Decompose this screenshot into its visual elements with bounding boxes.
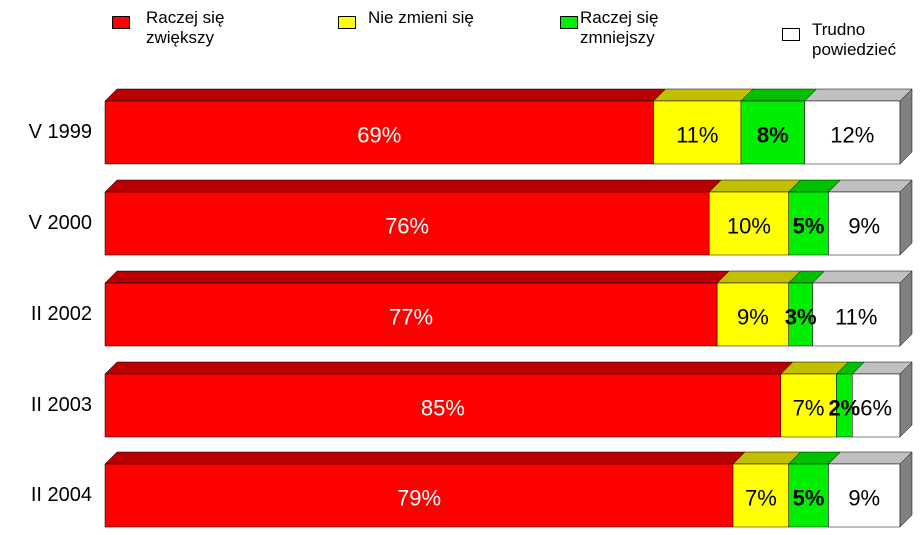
data-label: 85%: [421, 395, 465, 420]
bar: [852, 373, 901, 438]
bar-side: [899, 451, 913, 528]
data-label: 8%: [757, 122, 789, 147]
data-label: 79%: [397, 485, 441, 510]
data-label: 5%: [793, 213, 825, 238]
bar: [732, 463, 789, 528]
data-label: 11%: [676, 122, 718, 147]
data-label: 9%: [737, 304, 769, 329]
data-label: 77%: [389, 304, 433, 329]
data-label: 9%: [848, 485, 880, 510]
bar: [104, 100, 654, 165]
legend-swatch: [112, 16, 130, 29]
bar-top: [740, 88, 818, 102]
bar-top: [104, 88, 667, 102]
bar: [804, 100, 901, 165]
bar: [788, 191, 829, 256]
bar-top: [716, 270, 802, 284]
bar: [788, 463, 829, 528]
y-tick-label: II 2002: [31, 303, 92, 325]
bar-top: [827, 179, 913, 193]
bar: [653, 100, 742, 165]
legend-label: Raczej się zwiększy: [146, 8, 225, 47]
data-label: 2%: [828, 395, 860, 420]
data-label: 3%: [785, 304, 817, 329]
data-label: 5%: [793, 485, 825, 510]
legend-label: Nie zmieni się: [368, 8, 474, 27]
legend-swatch: [560, 16, 578, 29]
data-label: 6%: [860, 395, 892, 420]
bar: [716, 282, 789, 347]
bar: [828, 191, 901, 256]
data-label: 12%: [830, 122, 874, 147]
data-label: 69%: [357, 122, 401, 147]
bar-top: [803, 88, 913, 102]
data-label: 76%: [385, 213, 429, 238]
bar: [708, 191, 789, 256]
bar: [104, 282, 718, 347]
bar: [740, 100, 805, 165]
bar-top: [708, 179, 802, 193]
y-tick-label: V 2000: [29, 212, 92, 234]
bar-side: [899, 361, 913, 438]
bar-top: [104, 361, 794, 375]
data-label: 10%: [727, 213, 771, 238]
legend-label: Raczej się zmniejszy: [580, 8, 659, 47]
bar: [104, 463, 734, 528]
data-label: 7%: [745, 485, 777, 510]
bar: [104, 373, 781, 438]
bar: [780, 373, 837, 438]
y-tick-label: II 2003: [31, 394, 92, 416]
legend-swatch: [782, 28, 800, 41]
bar-top: [104, 270, 730, 284]
bar-top: [652, 88, 754, 102]
bar: [104, 191, 710, 256]
bar-top: [104, 451, 746, 465]
legend-swatch: [338, 16, 356, 29]
bar-top: [811, 270, 913, 284]
bar-side: [899, 88, 913, 165]
y-tick-label: II 2004: [31, 484, 92, 506]
bar-top: [104, 179, 722, 193]
bar-side: [899, 179, 913, 256]
legend-label: Trudno powiedzieć: [812, 20, 897, 59]
data-label: 11%: [835, 304, 877, 329]
data-label: 9%: [848, 213, 880, 238]
data-label: 7%: [793, 395, 825, 420]
y-tick-label: V 1999: [29, 121, 92, 143]
bar-side: [899, 270, 913, 347]
bar: [812, 282, 901, 347]
bar-top: [827, 451, 913, 465]
